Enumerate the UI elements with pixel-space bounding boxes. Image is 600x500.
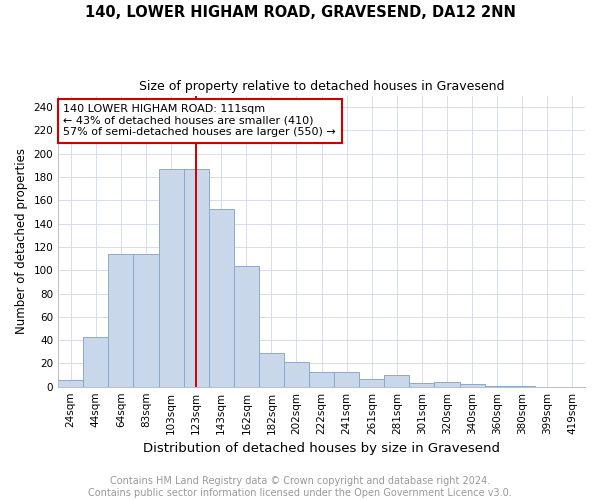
Bar <box>434 382 460 386</box>
Bar <box>309 372 334 386</box>
Bar <box>359 378 385 386</box>
Bar <box>334 372 359 386</box>
Bar <box>259 353 284 386</box>
Bar <box>58 380 83 386</box>
Bar <box>83 336 109 386</box>
Bar <box>234 266 259 386</box>
Text: 140, LOWER HIGHAM ROAD, GRAVESEND, DA12 2NN: 140, LOWER HIGHAM ROAD, GRAVESEND, DA12 … <box>85 5 515 20</box>
Bar <box>409 383 434 386</box>
X-axis label: Distribution of detached houses by size in Gravesend: Distribution of detached houses by size … <box>143 442 500 455</box>
Bar <box>184 169 209 386</box>
Bar <box>158 169 184 386</box>
Bar <box>133 254 158 386</box>
Bar <box>109 254 133 386</box>
Bar <box>209 208 234 386</box>
Bar <box>284 362 309 386</box>
Text: 140 LOWER HIGHAM ROAD: 111sqm
← 43% of detached houses are smaller (410)
57% of : 140 LOWER HIGHAM ROAD: 111sqm ← 43% of d… <box>64 104 336 138</box>
Title: Size of property relative to detached houses in Gravesend: Size of property relative to detached ho… <box>139 80 505 93</box>
Bar <box>460 384 485 386</box>
Y-axis label: Number of detached properties: Number of detached properties <box>15 148 28 334</box>
Bar <box>385 375 409 386</box>
Text: Contains HM Land Registry data © Crown copyright and database right 2024.
Contai: Contains HM Land Registry data © Crown c… <box>88 476 512 498</box>
